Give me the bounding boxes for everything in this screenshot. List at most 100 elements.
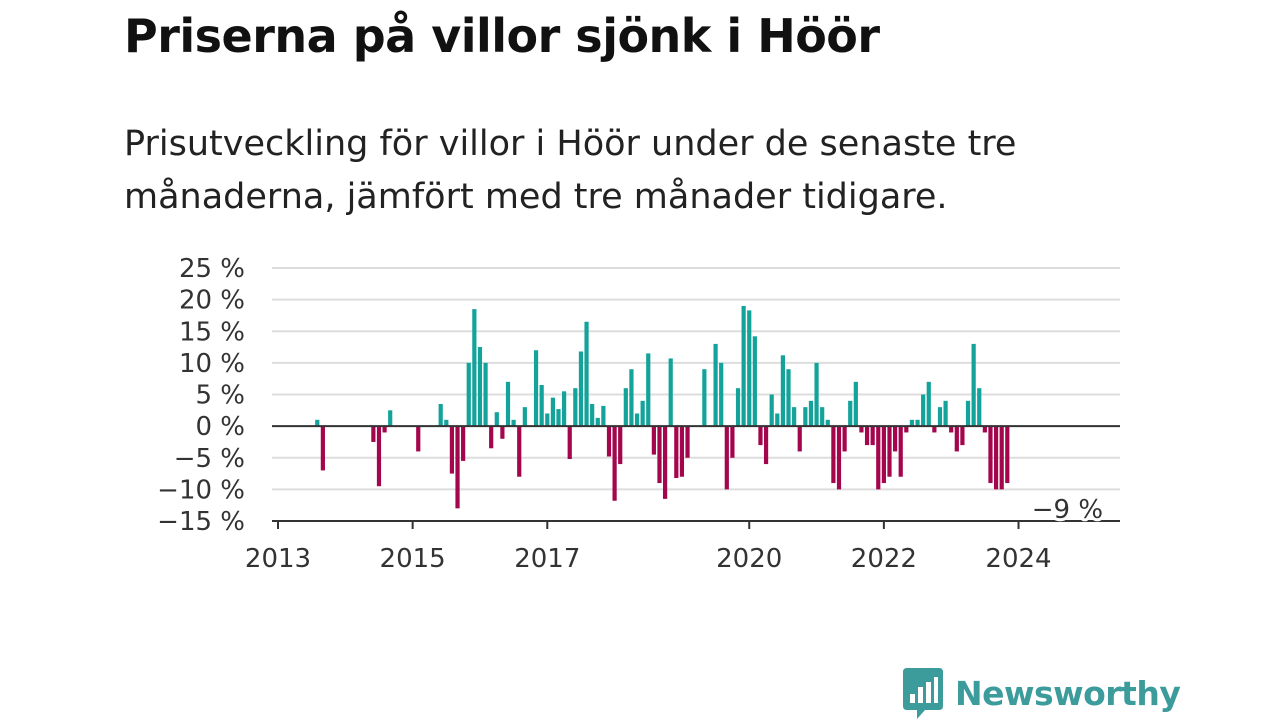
- bar: [371, 426, 376, 442]
- bar: [887, 426, 892, 477]
- bar: [550, 397, 555, 427]
- bar: [943, 400, 948, 427]
- bar: [500, 426, 505, 439]
- y-tick-label: −10 %: [157, 475, 245, 505]
- bar: [679, 426, 685, 477]
- bar: [416, 426, 421, 452]
- bar: [820, 407, 825, 427]
- bar: [472, 309, 477, 427]
- bar: [842, 426, 847, 452]
- bar: [982, 426, 987, 433]
- bar: [612, 426, 617, 501]
- bar: [388, 410, 393, 427]
- bar: [511, 419, 516, 427]
- chart-subtitle: Prisutveckling för villor i Höör under d…: [124, 124, 1017, 217]
- bar: [668, 358, 673, 427]
- bar: [921, 394, 926, 427]
- bar: [674, 426, 679, 478]
- x-tick-label: 2017: [514, 544, 580, 574]
- bar: [758, 426, 763, 446]
- bar: [780, 355, 785, 427]
- bar: [601, 405, 606, 427]
- bar: [444, 419, 449, 427]
- chart-title: Priserna på villor sjönk i Höör: [124, 9, 880, 63]
- bar: [533, 350, 539, 427]
- bar: [489, 426, 494, 449]
- bar: [595, 417, 600, 427]
- bar: [719, 362, 724, 427]
- bar: [724, 426, 729, 490]
- bar: [556, 409, 561, 427]
- bar: [640, 400, 645, 427]
- bar: [567, 426, 572, 460]
- x-tick-label: 2015: [380, 544, 446, 574]
- bar: [590, 403, 595, 427]
- y-tick-label: 5 %: [195, 381, 245, 411]
- newsworthy-chart-bubble-icon: [903, 668, 943, 719]
- bar: [606, 426, 612, 457]
- bar: [747, 310, 752, 427]
- bar: [898, 426, 903, 477]
- bar: [904, 426, 909, 433]
- grid-lines: [272, 267, 1120, 491]
- bar: [545, 413, 550, 427]
- brand-name: Newsworthy: [955, 674, 1181, 713]
- bar: [623, 388, 628, 427]
- bar: [965, 400, 971, 427]
- bar: [584, 321, 589, 427]
- bar: [797, 426, 802, 452]
- bar: [954, 426, 959, 452]
- y-tick-label: 20 %: [179, 286, 245, 316]
- bar: [859, 426, 864, 433]
- newsworthy-logo[interactable]: Newsworthy: [903, 668, 1181, 720]
- bar: [466, 362, 471, 427]
- bar: [455, 426, 460, 509]
- bar: [993, 426, 999, 490]
- bar: [573, 388, 578, 427]
- bar: [1005, 426, 1010, 484]
- bar: [876, 426, 881, 490]
- x-tick-label: 2020: [716, 544, 782, 574]
- bars: [315, 305, 1010, 509]
- bar: [449, 426, 455, 474]
- bar: [792, 407, 797, 427]
- bar: [376, 426, 382, 487]
- bar: [763, 426, 769, 465]
- bar: [382, 426, 387, 433]
- bar: [786, 369, 791, 427]
- bar: [505, 381, 511, 427]
- y-tick-label: −15 %: [157, 507, 245, 537]
- bar: [662, 426, 668, 499]
- bar: [713, 343, 718, 427]
- bar: [881, 426, 886, 484]
- x-axis-ticks: 2013 2015 2017 2020 2022 2024: [245, 521, 1052, 574]
- bar: [831, 426, 836, 484]
- bar: [741, 305, 746, 427]
- bar: [517, 426, 522, 477]
- bar: [438, 403, 443, 427]
- bar: [735, 388, 741, 427]
- bar: [769, 394, 774, 427]
- y-tick-label: 15 %: [179, 317, 245, 347]
- bar: [578, 351, 584, 427]
- bar: [870, 426, 875, 446]
- bar: [988, 426, 993, 484]
- x-tick-label: 2024: [985, 544, 1051, 574]
- y-tick-label: 0 %: [195, 412, 245, 442]
- bar: [657, 426, 662, 484]
- bar: [618, 426, 623, 465]
- bar: [634, 413, 640, 427]
- y-tick-label: 10 %: [179, 349, 245, 379]
- bar: [909, 419, 915, 427]
- annotation: −9 %−9 %: [1029, 492, 1106, 528]
- bar: [864, 426, 870, 446]
- y-tick-label: 25 %: [179, 254, 245, 284]
- bar: [320, 426, 325, 471]
- bar: [752, 336, 757, 427]
- bar: [937, 407, 943, 427]
- bar: [803, 407, 808, 427]
- bar: [932, 426, 937, 433]
- bar: [494, 412, 499, 427]
- bar: [315, 419, 320, 427]
